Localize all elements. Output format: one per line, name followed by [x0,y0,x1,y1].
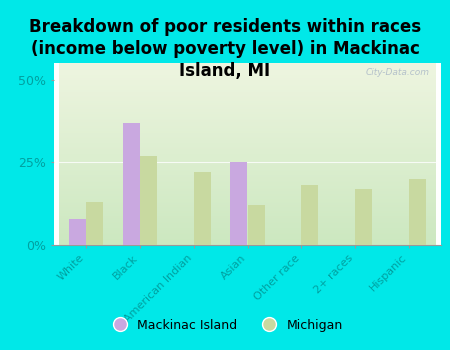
Legend: Mackinac Island, Michigan: Mackinac Island, Michigan [103,314,347,337]
Bar [355,189,372,245]
Bar [194,172,211,245]
Text: City-Data.com: City-Data.com [365,69,429,77]
Bar [140,156,157,245]
Bar [69,218,86,245]
Bar [248,205,265,245]
Bar [230,162,248,245]
Bar [409,179,426,245]
Bar [123,122,140,245]
Bar [86,202,104,245]
Text: Breakdown of poor residents within races
(income below poverty level) in Mackina: Breakdown of poor residents within races… [29,18,421,80]
Bar [301,186,319,245]
